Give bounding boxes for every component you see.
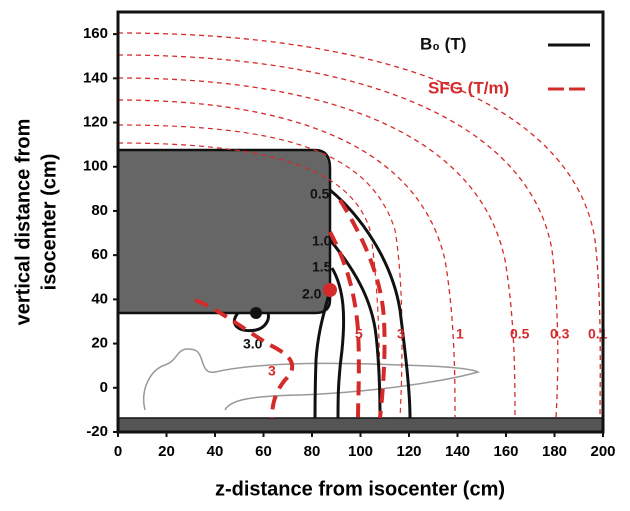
- contour-line: [330, 267, 346, 419]
- contour-label: 0.5: [310, 186, 330, 202]
- contours: 0.5 1.0 1.5 2.0 3.0 3 5 3 1 0.5 0.3 0.1: [117, 32, 608, 419]
- x-tick-label: 80: [304, 443, 321, 460]
- contour-label: 1.0: [312, 233, 332, 249]
- contour-label: 1: [456, 326, 464, 342]
- contour-line: [117, 124, 403, 419]
- x-tick-label: 160: [493, 443, 518, 460]
- y-tick-label: 60: [91, 246, 108, 263]
- contour-line: [338, 198, 387, 419]
- contour-line: [194, 298, 295, 419]
- y-tick-label: -20: [86, 423, 108, 440]
- contour-line: [328, 239, 382, 419]
- y-tick-label: 160: [83, 25, 108, 42]
- contour-line: [329, 188, 412, 419]
- contour-line: [117, 77, 516, 419]
- y-tick-label: 20: [91, 335, 108, 352]
- contour-label: 0.3: [550, 326, 570, 342]
- contour-line: [117, 32, 601, 419]
- contour-line: [313, 289, 332, 419]
- contour-label: 2.0: [302, 286, 322, 302]
- contour-label: 3: [397, 326, 405, 342]
- y-axis-label: isocenter (cm): [38, 154, 60, 291]
- contour-label: 5: [355, 326, 363, 342]
- x-tick-label: 20: [158, 443, 175, 460]
- x-tick-label: 180: [542, 443, 567, 460]
- y-tick-label: 80: [91, 202, 108, 219]
- patient-table: [117, 417, 604, 433]
- x-tick-label: 200: [590, 443, 615, 460]
- x-tick-label: 120: [396, 443, 421, 460]
- y-tick-label: 140: [83, 69, 108, 86]
- x-axis-label: z-distance from isocenter (cm): [215, 478, 505, 500]
- magnet: [116, 148, 332, 315]
- contour-line: [117, 99, 456, 419]
- x-tick-label: 0: [114, 443, 122, 460]
- y-tick-label: 0: [100, 379, 108, 396]
- x-tick-label: 40: [207, 443, 224, 460]
- contour-label: 3.0: [243, 336, 263, 352]
- marker: [323, 283, 337, 297]
- contour-label: 0.1: [588, 326, 608, 342]
- y-tick-label: 100: [83, 158, 108, 175]
- y-tick-label: 120: [83, 113, 108, 130]
- marker: [250, 307, 262, 319]
- contour-line: [328, 231, 361, 419]
- y-tick-label: 40: [91, 290, 108, 307]
- x-tick-label: 100: [348, 443, 373, 460]
- legend-label: SFG (T/m): [428, 78, 509, 97]
- x-tick-label: 140: [445, 443, 470, 460]
- contour-label: 3: [268, 363, 276, 379]
- contour-label: 0.5: [510, 326, 530, 342]
- legend-label: B₀ (T): [420, 34, 466, 53]
- contour-line: [117, 54, 559, 419]
- patient-outline: [143, 348, 481, 411]
- y-axis-label: vertical distance from: [12, 119, 34, 326]
- contour-label: 1.5: [312, 259, 332, 275]
- x-tick-label: 60: [255, 443, 272, 460]
